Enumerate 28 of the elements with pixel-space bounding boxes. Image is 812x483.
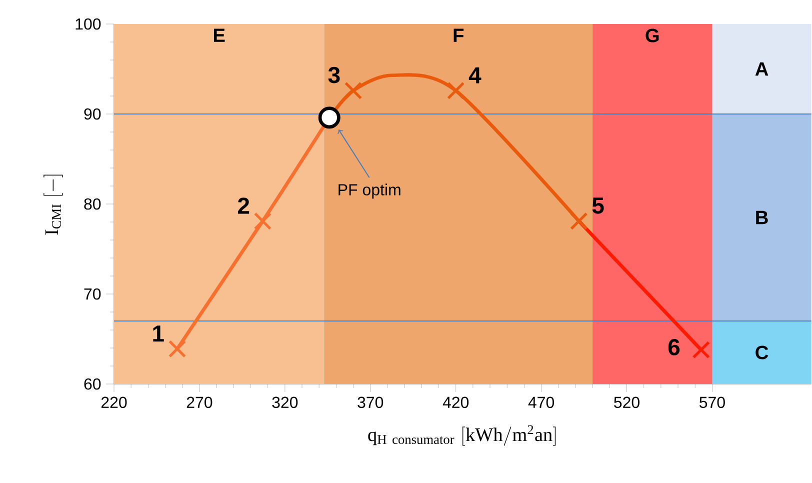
x-tick-label: 370: [358, 396, 384, 408]
annotation: 6: [668, 339, 680, 356]
y-axis-title: $\mathrm{I}_{\mathrm{CMI}}\ [-]$: [44, 174, 63, 235]
band-label: B: [756, 211, 768, 224]
y-tick-label: 70: [84, 288, 101, 300]
y-tick-label: 60: [84, 378, 101, 390]
annotation: 4: [468, 68, 482, 84]
annotation: 3: [328, 67, 340, 84]
x-tick-label: 320: [272, 396, 298, 408]
x-tick-label: 220: [101, 396, 127, 408]
x-tick-label: 420: [442, 396, 469, 408]
annotation: PF optim: [338, 184, 400, 199]
y-tick-label: 80: [84, 198, 101, 210]
band-label: A: [755, 62, 768, 76]
x-tick-label: 470: [528, 396, 554, 408]
band-label: G: [646, 28, 659, 42]
band-label: E: [214, 28, 225, 42]
y-tick-label: 100: [76, 18, 101, 30]
annotation: 5: [592, 198, 604, 214]
x-tick-label: 270: [186, 396, 212, 408]
y-tick-label: 90: [84, 108, 101, 120]
annotation: 1: [153, 326, 164, 342]
band-label: C: [756, 346, 768, 360]
x-tick-label: 570: [700, 396, 725, 408]
x-axis-title: $\mathrm{q}_{\mathrm{H\ consumator}}\ [\mathrm{kWh/m^{2}an}]$: [368, 425, 556, 446]
annotation: 2: [238, 198, 250, 214]
band-label: F: [454, 28, 464, 42]
x-tick-label: 520: [614, 396, 640, 408]
